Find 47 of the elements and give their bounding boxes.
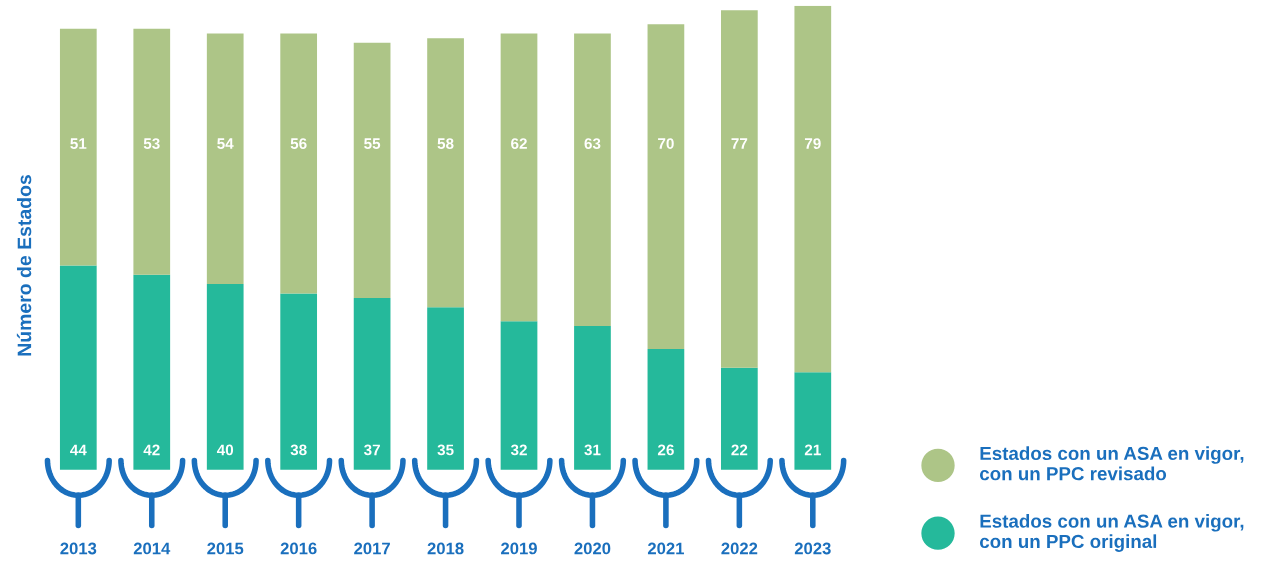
data-label: 70 (658, 138, 674, 149)
x-tick-label: 2015 (207, 542, 244, 555)
bar (647, 24, 685, 350)
x-tick-label: 2018 (427, 542, 464, 555)
x-tick-label: 2016 (280, 542, 317, 555)
x-tick-label: 2017 (354, 542, 390, 555)
bar (500, 33, 538, 322)
data-label: 38 (290, 444, 307, 456)
legend-label: Estados con un ASA en vigor, con un PPC revisado (980, 446, 1244, 481)
bar (794, 5, 832, 373)
bar (206, 33, 244, 285)
bar (574, 33, 611, 326)
data-label: 22 (731, 444, 748, 456)
data-label: 79 (804, 138, 821, 149)
x-tick-label: 2021 (647, 542, 684, 555)
bar (133, 28, 171, 275)
bar (59, 28, 97, 266)
x-tick-label: 2013 (60, 542, 97, 555)
bar (720, 10, 758, 368)
legend-label: Estados con un ASA en vigor, con un PPC original (980, 514, 1244, 552)
data-label: 56 (290, 138, 307, 149)
data-label: 42 (143, 444, 160, 456)
y-axis-title: Número de Estados (16, 175, 32, 356)
data-label: 44 (70, 444, 87, 456)
data-label: 54 (217, 138, 234, 149)
bar (353, 42, 391, 299)
data-label: 31 (584, 444, 601, 456)
data-label: 21 (804, 444, 821, 456)
x-tick-label: 2023 (794, 542, 831, 555)
data-label: 77 (731, 138, 748, 149)
data-label: 63 (584, 138, 601, 149)
data-label: 51 (70, 138, 87, 149)
data-label: 35 (437, 444, 454, 456)
data-label: 40 (216, 444, 234, 456)
data-label: 62 (511, 138, 527, 149)
data-label: 55 (364, 138, 381, 149)
data-label: 58 (437, 138, 454, 149)
x-tick-label: 2019 (501, 542, 537, 555)
x-tick-label: 2022 (721, 542, 758, 555)
data-label: 53 (143, 138, 160, 149)
bar (280, 33, 318, 294)
bar (427, 38, 464, 308)
x-tick-label: 2020 (574, 542, 611, 555)
data-label: 32 (510, 444, 527, 456)
data-label: 26 (657, 444, 674, 456)
x-tick-label: 2014 (133, 542, 171, 555)
data-label: 37 (363, 444, 380, 456)
